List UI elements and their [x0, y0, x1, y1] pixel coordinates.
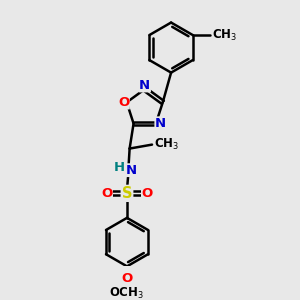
Text: CH$_3$: CH$_3$ — [154, 137, 179, 152]
Text: N: N — [139, 79, 150, 92]
Text: CH$_3$: CH$_3$ — [212, 28, 237, 43]
Text: O: O — [101, 187, 112, 200]
Text: O: O — [118, 96, 129, 109]
Text: S: S — [122, 186, 132, 201]
Text: O: O — [141, 187, 153, 200]
Text: H: H — [114, 160, 125, 173]
Text: N: N — [126, 164, 137, 177]
Text: O: O — [122, 272, 133, 285]
Text: N: N — [155, 117, 166, 130]
Text: OCH$_3$: OCH$_3$ — [110, 285, 145, 300]
